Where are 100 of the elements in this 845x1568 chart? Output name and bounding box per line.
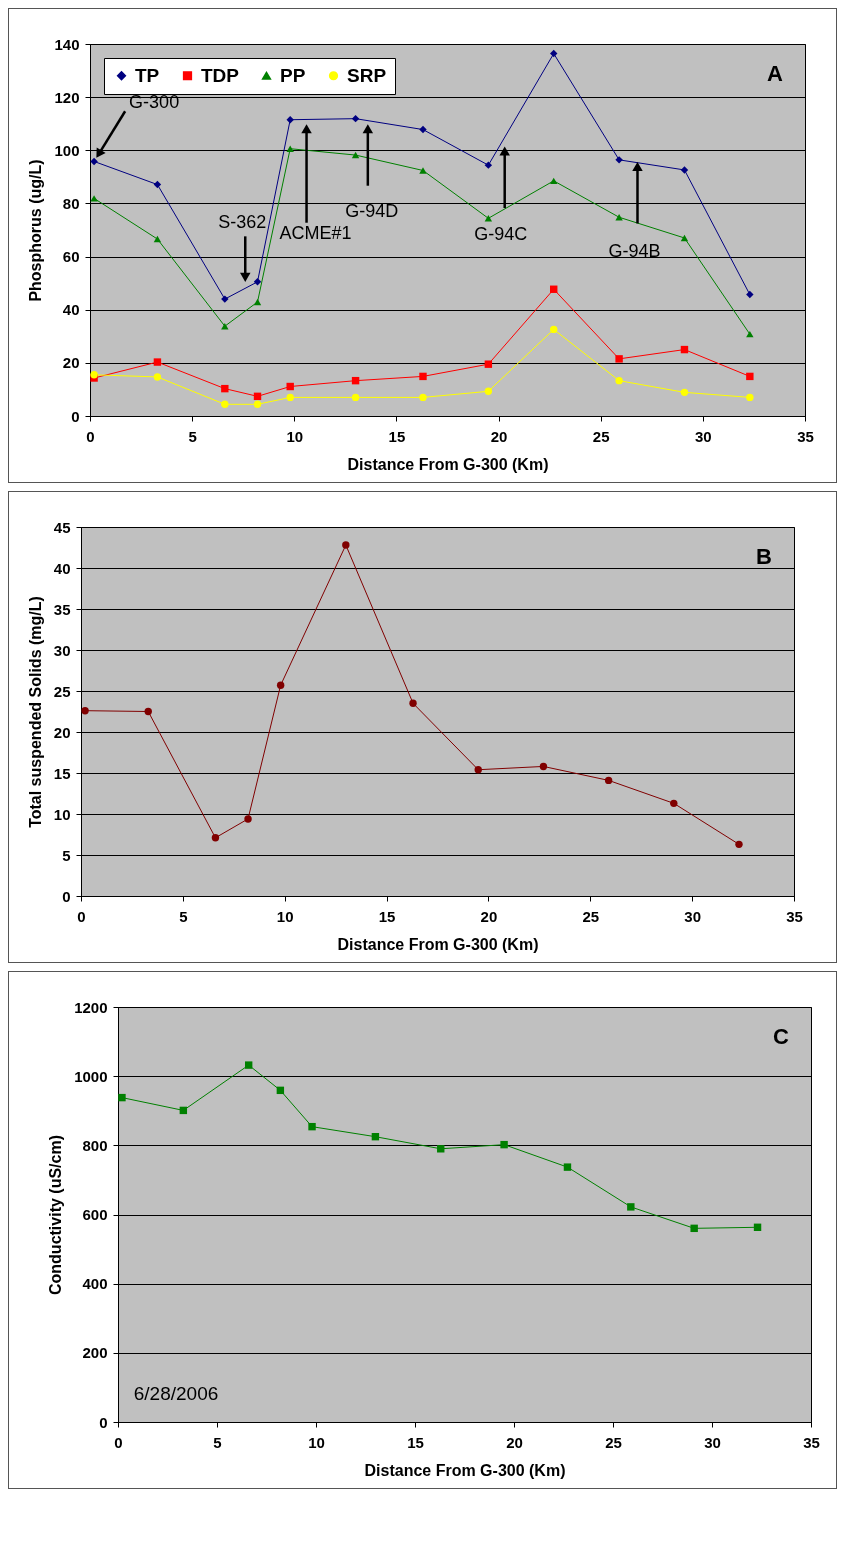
y-tick-label: 15: [53, 764, 71, 782]
y-tick-label: 200: [82, 1344, 108, 1362]
point: [670, 799, 678, 808]
point: [746, 393, 754, 402]
point: [680, 234, 689, 242]
y-tick-label: 80: [62, 194, 80, 212]
x-tick-label: 5: [213, 1433, 222, 1451]
x-tick-label: 20: [490, 427, 508, 445]
point: [690, 1224, 698, 1233]
point: [539, 762, 548, 771]
x-tick-label: 10: [286, 427, 304, 445]
point: [484, 360, 493, 368]
point: [680, 166, 689, 174]
y-tick-label: 60: [62, 248, 80, 266]
x-tick-label: 30: [684, 907, 701, 925]
point: [500, 1140, 508, 1149]
point: [351, 393, 360, 402]
point: [474, 766, 482, 774]
point: [118, 1093, 126, 1102]
point: [286, 145, 294, 152]
point: [286, 116, 294, 124]
y-tick-label: 0: [62, 887, 71, 905]
annotation: 6/28/2006: [133, 1383, 219, 1404]
legend-label: SRP: [347, 64, 387, 86]
point: [276, 681, 285, 689]
y-tick-label: 20: [53, 723, 71, 741]
y-tick-label: 800: [82, 1136, 108, 1154]
point: [90, 157, 98, 166]
point: [308, 1122, 316, 1131]
point: [735, 840, 743, 849]
point: [419, 125, 427, 134]
x-tick-label: 0: [114, 1433, 123, 1451]
point: [419, 167, 427, 174]
annotation: ACME#1: [279, 222, 352, 243]
y-tick-label: 5: [62, 846, 71, 864]
y-tick-label: 600: [82, 1206, 108, 1223]
y-tick-label: 100: [54, 141, 80, 159]
legend-label: TP: [135, 64, 160, 86]
y-tick-label: 45: [53, 518, 71, 536]
point: [484, 161, 493, 169]
y-axis-title: Total suspended Solids (mg/L): [26, 596, 44, 828]
point: [484, 215, 493, 222]
annotation: G-94C: [474, 224, 528, 245]
point: [253, 400, 262, 409]
point: [342, 541, 350, 549]
y-tick-label: 0: [71, 407, 80, 425]
y-tick-label: 35: [53, 600, 71, 618]
y-tick-label: 1200: [74, 998, 108, 1016]
x-tick-label: 20: [506, 1433, 523, 1451]
x-tick-label: 10: [308, 1433, 325, 1451]
annotation: G-94B: [608, 241, 661, 262]
point: [627, 1203, 635, 1211]
point: [81, 706, 89, 715]
point: [351, 151, 360, 159]
point: [221, 400, 229, 409]
point: [253, 278, 262, 286]
point: [746, 372, 754, 381]
point: [550, 49, 558, 58]
y-tick-label: 30: [53, 641, 71, 659]
point: [221, 384, 229, 393]
x-tick-label: 5: [179, 907, 188, 925]
point: [153, 373, 162, 381]
x-axis-title: Distance From G-300 (Km): [347, 455, 549, 473]
point: [286, 382, 294, 391]
point: [153, 235, 162, 243]
point: [680, 388, 689, 397]
legend-label: TDP: [201, 64, 240, 86]
annotation: C: [773, 1024, 790, 1049]
point: [484, 387, 493, 395]
x-tick-label: 20: [480, 907, 498, 925]
x-tick-label: 35: [803, 1433, 820, 1451]
x-tick-label: 30: [695, 427, 712, 445]
point: [153, 180, 162, 189]
point: [615, 355, 623, 363]
x-tick-label: 35: [797, 427, 814, 445]
point: [211, 834, 220, 842]
annotation: G-94D: [345, 200, 399, 221]
point: [746, 290, 754, 299]
legend-label: PP: [280, 64, 306, 86]
point: [244, 1061, 253, 1069]
y-axis-title: Phosphorus (ug/L): [27, 159, 45, 302]
y-tick-label: 40: [62, 301, 80, 319]
x-tick-label: 10: [276, 907, 294, 925]
point: [253, 298, 262, 306]
point: [90, 195, 98, 202]
annotation: B: [756, 544, 772, 569]
x-tick-label: 35: [786, 907, 803, 925]
x-tick-label: 15: [407, 1433, 424, 1451]
x-tick-label: 15: [378, 907, 396, 925]
x-tick-label: 30: [704, 1433, 721, 1451]
y-tick-label: 25: [53, 682, 71, 700]
point: [563, 1163, 572, 1171]
point: [409, 699, 417, 707]
point: [550, 177, 558, 185]
point: [615, 376, 623, 385]
y-tick-label: 40: [53, 559, 71, 577]
x-axis-title: Distance From G-300 (Km): [337, 935, 539, 953]
y-tick-label: 1000: [74, 1067, 108, 1085]
x-tick-label: 15: [388, 427, 406, 445]
annotation: A: [767, 61, 784, 86]
